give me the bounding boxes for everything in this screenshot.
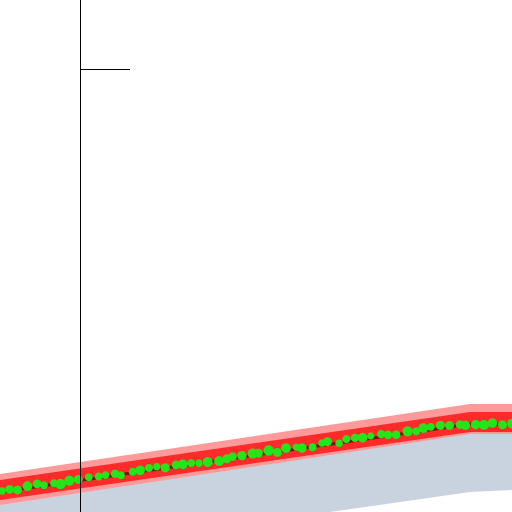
green-dot: [418, 423, 429, 434]
green-dot: [40, 481, 48, 490]
green-dot: [13, 485, 22, 495]
green-dot: [507, 418, 512, 429]
green-dot: [177, 459, 188, 470]
green-dot: [202, 457, 213, 467]
green-dot: [383, 430, 393, 440]
green-dot: [153, 463, 161, 471]
green-dot: [460, 420, 471, 430]
green-dot-layer: [0, 418, 512, 495]
green-dot: [297, 443, 307, 453]
green-dot: [391, 430, 401, 440]
green-dot: [0, 487, 6, 495]
green-dot: [84, 473, 93, 482]
green-dot: [402, 426, 413, 437]
green-dot: [55, 478, 66, 490]
green-dot: [308, 443, 317, 452]
green-dot: [187, 459, 196, 468]
green-dot: [32, 479, 42, 489]
green-dot: [426, 423, 435, 431]
green-dot: [228, 452, 237, 461]
green-dot: [479, 419, 489, 430]
green-dot: [145, 464, 153, 472]
green-dot: [253, 448, 263, 458]
green-dot: [435, 420, 445, 430]
green-dot: [64, 475, 75, 486]
green-dot: [116, 471, 125, 480]
green-dot: [357, 432, 368, 443]
green-dot: [470, 419, 481, 430]
green-dot: [128, 467, 137, 476]
green-dot: [335, 439, 343, 448]
green-dot: [377, 430, 386, 439]
green-dot: [342, 435, 351, 444]
green-dot: [367, 432, 375, 440]
green-dot: [445, 421, 454, 430]
green-dot: [487, 418, 498, 428]
green-dot: [195, 459, 203, 468]
green-dot: [171, 460, 181, 470]
green-dot: [214, 456, 225, 466]
green-dot: [323, 437, 332, 447]
green-dot: [350, 433, 360, 443]
green-dot: [73, 474, 83, 484]
green-dot: [498, 420, 507, 430]
green-dot: [5, 485, 14, 494]
green-dot: [281, 443, 291, 453]
green-dot: [412, 427, 421, 436]
green-dot: [160, 463, 170, 473]
green-dot: [237, 450, 247, 461]
green-dot: [101, 471, 110, 479]
green-dot: [135, 465, 145, 476]
green-dot: [272, 447, 282, 457]
green-dot: [22, 481, 33, 492]
green-dot: [263, 445, 274, 456]
green-dot: [94, 472, 103, 481]
